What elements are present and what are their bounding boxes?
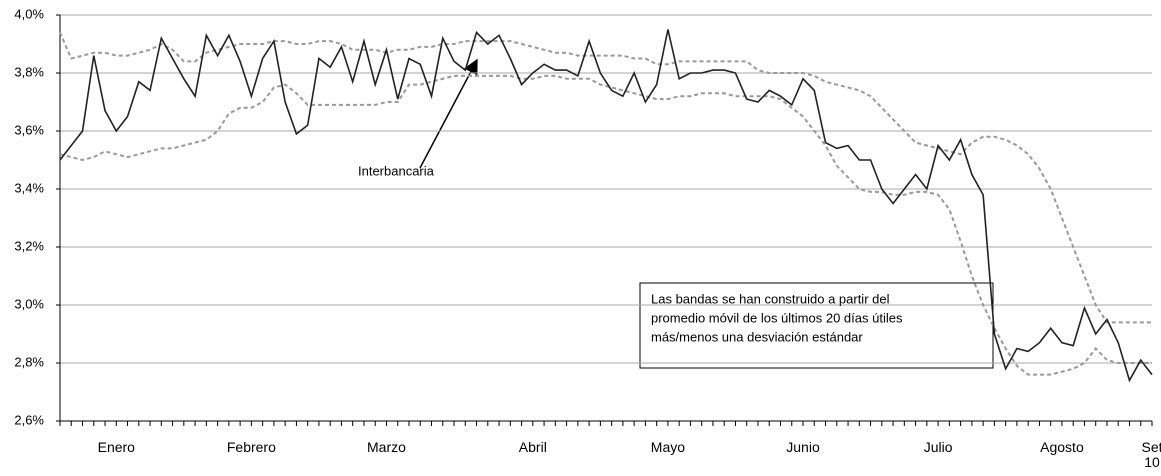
y-tick-label: 2,6% — [14, 412, 44, 427]
x-tick-label: Marzo — [367, 439, 406, 455]
note-text: más/menos una desviación estándar — [651, 329, 863, 344]
y-tick-label: 3,4% — [14, 180, 44, 195]
y-tick-label: 3,0% — [14, 296, 44, 311]
rate-line — [59, 29, 1153, 383]
x-tick-label: Enero — [97, 439, 135, 455]
x-tick-label: Agosto — [1040, 439, 1084, 455]
y-tick-label: 3,8% — [14, 64, 44, 79]
band-line — [59, 32, 1152, 324]
x-tick-label: Mayo — [650, 439, 686, 455]
note-box — [639, 282, 994, 369]
annotation-arrow — [419, 58, 478, 169]
y-tick-label: 3,2% — [14, 238, 44, 253]
annotation: Interbancaria — [358, 163, 435, 178]
note-text: promedio móvil de los últimos 20 días út… — [651, 310, 903, 325]
y-tick-label: 2,8% — [14, 354, 44, 369]
x-tick-label: Julio — [923, 439, 953, 455]
band-line — [59, 74, 1152, 376]
x-tick-label: Set 10 — [1141, 439, 1161, 470]
x-tick-label: Abril — [518, 439, 547, 455]
y-tick-label: 3,6% — [14, 122, 44, 137]
note-text: Las bandas se han construido a partir de… — [651, 291, 890, 306]
y-tick-label: 4,0% — [14, 6, 44, 21]
x-tick-label: Junio — [786, 439, 820, 455]
x-tick-label: Febrero — [226, 439, 276, 455]
